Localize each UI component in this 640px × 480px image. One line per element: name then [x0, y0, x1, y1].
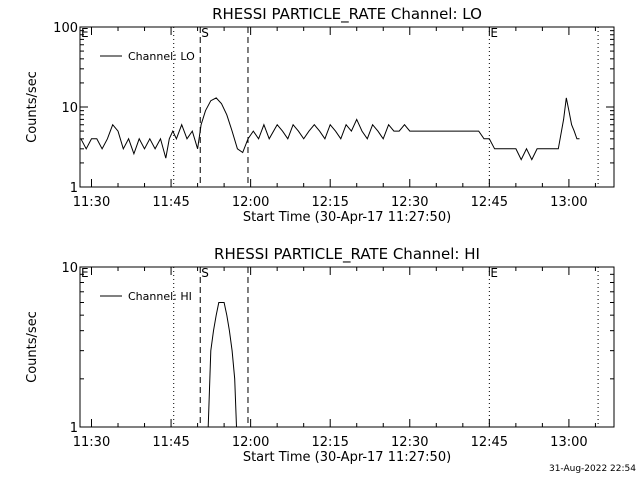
chart1-marker-label: E	[490, 26, 498, 40]
chart1-x-tick-label: 12:30	[391, 195, 428, 210]
chart2-title: RHESSI PARTICLE_RATE Channel: HI	[214, 245, 480, 264]
chart1-x-tick-label: 11:45	[152, 195, 189, 210]
chart1-x-tick-label: 13:00	[550, 195, 587, 210]
chart2-corner-label: E	[81, 266, 89, 280]
chart2-x-tick-label: 12:00	[232, 435, 269, 450]
chart2-legend-label: Channel: HI	[128, 290, 192, 303]
chart1-corner-label: E	[81, 26, 89, 40]
chart1-marker-label: S	[201, 26, 209, 40]
chart1-series-line-1	[80, 97, 580, 161]
chart2-x-tick-label: 12:30	[391, 435, 428, 450]
chart2-y-axis-label: Counts/sec	[25, 311, 40, 383]
print-timestamp: 31-Aug-2022 22:54	[548, 464, 636, 474]
chart1-y-axis-label: Counts/sec	[25, 71, 40, 143]
chart2-x-tick-label: 12:15	[311, 435, 348, 450]
chart2-x-axis-label: Start Time (30-Apr-17 11:27:50)	[243, 450, 451, 465]
chart2-x-tick-label: 11:30	[73, 435, 110, 450]
chart2-y-tick-label: 1	[70, 421, 78, 436]
chart1-legend-label: Channel: LO	[128, 50, 195, 63]
chart1-y-tick-label: 1	[70, 181, 78, 196]
chart1-x-tick-label: 12:45	[471, 195, 508, 210]
chart1-x-tick-label: 12:15	[311, 195, 348, 210]
chart1-y-tick-label: 100	[53, 21, 78, 36]
chart2-x-tick-label: 12:45	[471, 435, 508, 450]
chart2-marker-label: S	[201, 266, 209, 280]
chart1-title: RHESSI PARTICLE_RATE Channel: LO	[212, 5, 482, 24]
chart2-x-tick-label: 11:45	[152, 435, 189, 450]
chart2-series-line-1	[207, 302, 237, 428]
chart1-x-axis-label: Start Time (30-Apr-17 11:27:50)	[243, 210, 451, 225]
chart2-x-tick-label: 13:00	[550, 435, 587, 450]
chart2-y-tick-label: 10	[61, 261, 78, 276]
chart2-plot-frame	[79, 266, 615, 428]
chart1-x-tick-label: 11:30	[73, 195, 110, 210]
chart1-y-tick-label: 10	[61, 101, 78, 116]
chart2-marker-label: E	[490, 266, 498, 280]
chart1-x-tick-label: 12:00	[232, 195, 269, 210]
